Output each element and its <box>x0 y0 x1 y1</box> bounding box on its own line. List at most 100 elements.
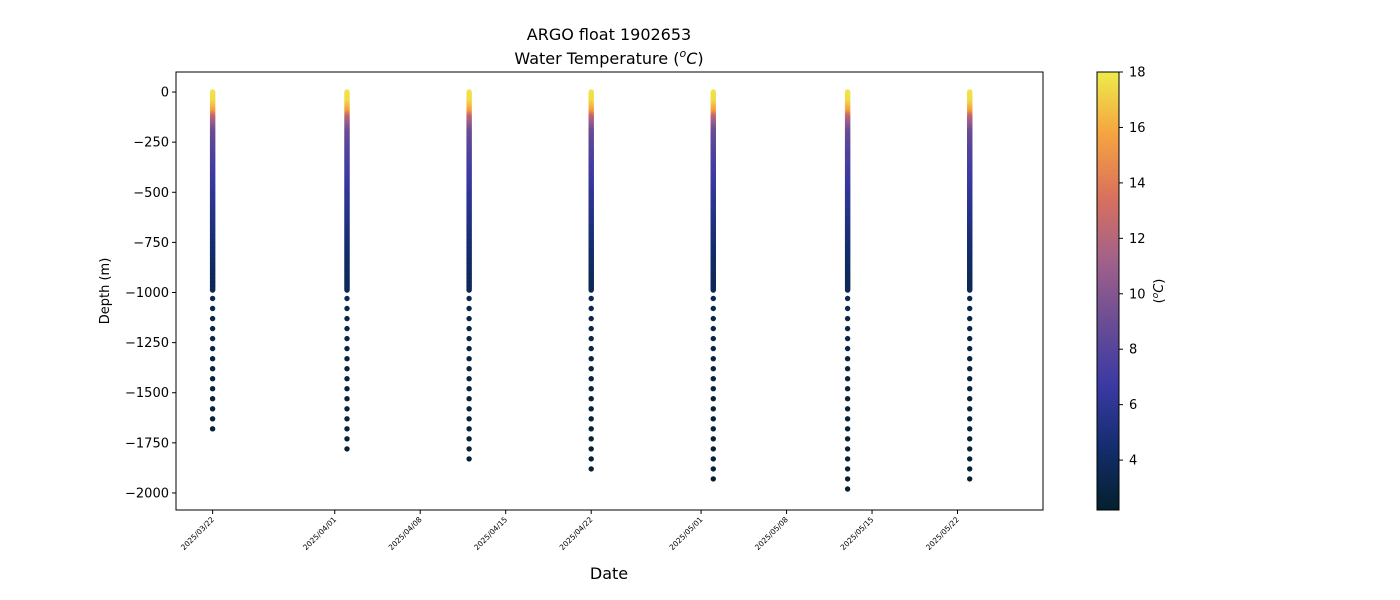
data-point <box>710 295 716 302</box>
profile-2025-03-22 <box>209 89 216 432</box>
y-tick-label: −2000 <box>125 486 169 501</box>
data-point <box>844 366 851 372</box>
x-tick-label: 2025/05/01 <box>668 515 705 552</box>
data-point <box>844 466 851 472</box>
data-point <box>344 305 350 312</box>
data-point <box>967 366 973 372</box>
colorbar-label: (oC) <box>1151 279 1167 304</box>
x-tick-label: 2025/05/22 <box>924 515 961 552</box>
data-point <box>344 446 350 452</box>
data-point <box>844 426 851 432</box>
data-point <box>967 356 973 362</box>
data-point <box>466 287 472 293</box>
data-point <box>344 325 350 332</box>
data-point <box>588 426 594 432</box>
data-point <box>344 356 350 362</box>
y-tick-label: −250 <box>133 136 169 151</box>
data-point <box>967 396 973 402</box>
colorbar-tick-label: 8 <box>1129 343 1137 358</box>
data-point <box>344 335 350 342</box>
data-point <box>710 325 716 332</box>
data-point <box>466 345 472 352</box>
data-point <box>588 396 594 402</box>
data-point <box>844 436 851 442</box>
data-point <box>466 376 472 382</box>
y-tick-label: −750 <box>133 236 169 251</box>
data-point <box>844 356 851 362</box>
y-tick-label: −1000 <box>125 286 169 301</box>
data-point <box>209 335 216 342</box>
chart-title: ARGO float 1902653 <box>527 25 691 44</box>
data-point <box>967 406 973 412</box>
data-point <box>466 335 472 342</box>
data-point <box>588 416 594 422</box>
y-axis: 0 −250 −500 −750 −1000 −1250 −1500 −1750 −2000 <box>125 86 176 501</box>
data-point <box>710 335 716 342</box>
data-point <box>844 406 851 412</box>
data-point <box>344 366 350 372</box>
data-point <box>710 446 716 452</box>
data-point <box>209 345 216 352</box>
data-point <box>344 345 350 352</box>
y-tick-label: −1250 <box>125 336 169 351</box>
plot-frame <box>175 71 1044 511</box>
data-point <box>967 295 973 302</box>
data-point <box>588 456 594 462</box>
data-point <box>588 315 594 322</box>
data-point <box>344 406 350 412</box>
data-point <box>710 366 716 372</box>
y-tick-label: −1500 <box>125 386 169 401</box>
data-point <box>967 345 973 352</box>
data-point <box>344 436 350 442</box>
data-point <box>588 305 594 312</box>
data-point <box>209 295 216 302</box>
profile-2025-05-13 <box>844 89 851 492</box>
data-point <box>209 396 216 402</box>
data-point <box>710 466 716 472</box>
colorbar-tick-label: 12 <box>1129 232 1146 247</box>
data-point <box>710 315 716 322</box>
data-point <box>466 295 472 302</box>
data-point <box>710 436 716 442</box>
data-point <box>844 287 851 293</box>
data-point <box>209 386 216 392</box>
y-tick-label: 0 <box>161 86 169 101</box>
profile-2025-05-02 <box>710 89 716 482</box>
colorbar <box>1096 71 1120 511</box>
data-point <box>344 376 350 382</box>
x-tick-label: 2025/04/01 <box>301 515 338 552</box>
data-point <box>588 466 594 472</box>
data-points <box>209 89 973 492</box>
data-point <box>710 406 716 412</box>
x-tick-label: 2025/05/08 <box>753 515 790 552</box>
data-point <box>710 287 716 293</box>
x-tick-label: 2025/03/22 <box>179 515 216 552</box>
data-point <box>710 386 716 392</box>
data-point <box>844 345 851 352</box>
data-point <box>967 305 973 312</box>
data-point <box>844 386 851 392</box>
colorbar-tick-label: 18 <box>1129 66 1146 81</box>
data-point <box>710 376 716 382</box>
profile-2025-05-23 <box>967 89 973 482</box>
data-point <box>209 406 216 412</box>
data-point <box>466 416 472 422</box>
data-point <box>967 426 973 432</box>
data-point <box>844 476 851 482</box>
data-point <box>844 325 851 332</box>
colorbar-tick-label: 4 <box>1129 454 1137 469</box>
y-axis-label: Depth (m) <box>98 258 113 325</box>
profile-2025-04-22 <box>588 89 594 472</box>
data-point <box>466 396 472 402</box>
data-point <box>209 325 216 332</box>
data-point <box>967 287 973 293</box>
data-point <box>466 426 472 432</box>
chart-subtitle: Water Temperature (oC) <box>514 47 703 68</box>
data-point <box>967 335 973 342</box>
data-point <box>344 396 350 402</box>
data-point <box>209 366 216 372</box>
data-point <box>209 287 216 293</box>
data-point <box>967 476 973 482</box>
data-point <box>344 315 350 322</box>
data-point <box>209 426 216 432</box>
